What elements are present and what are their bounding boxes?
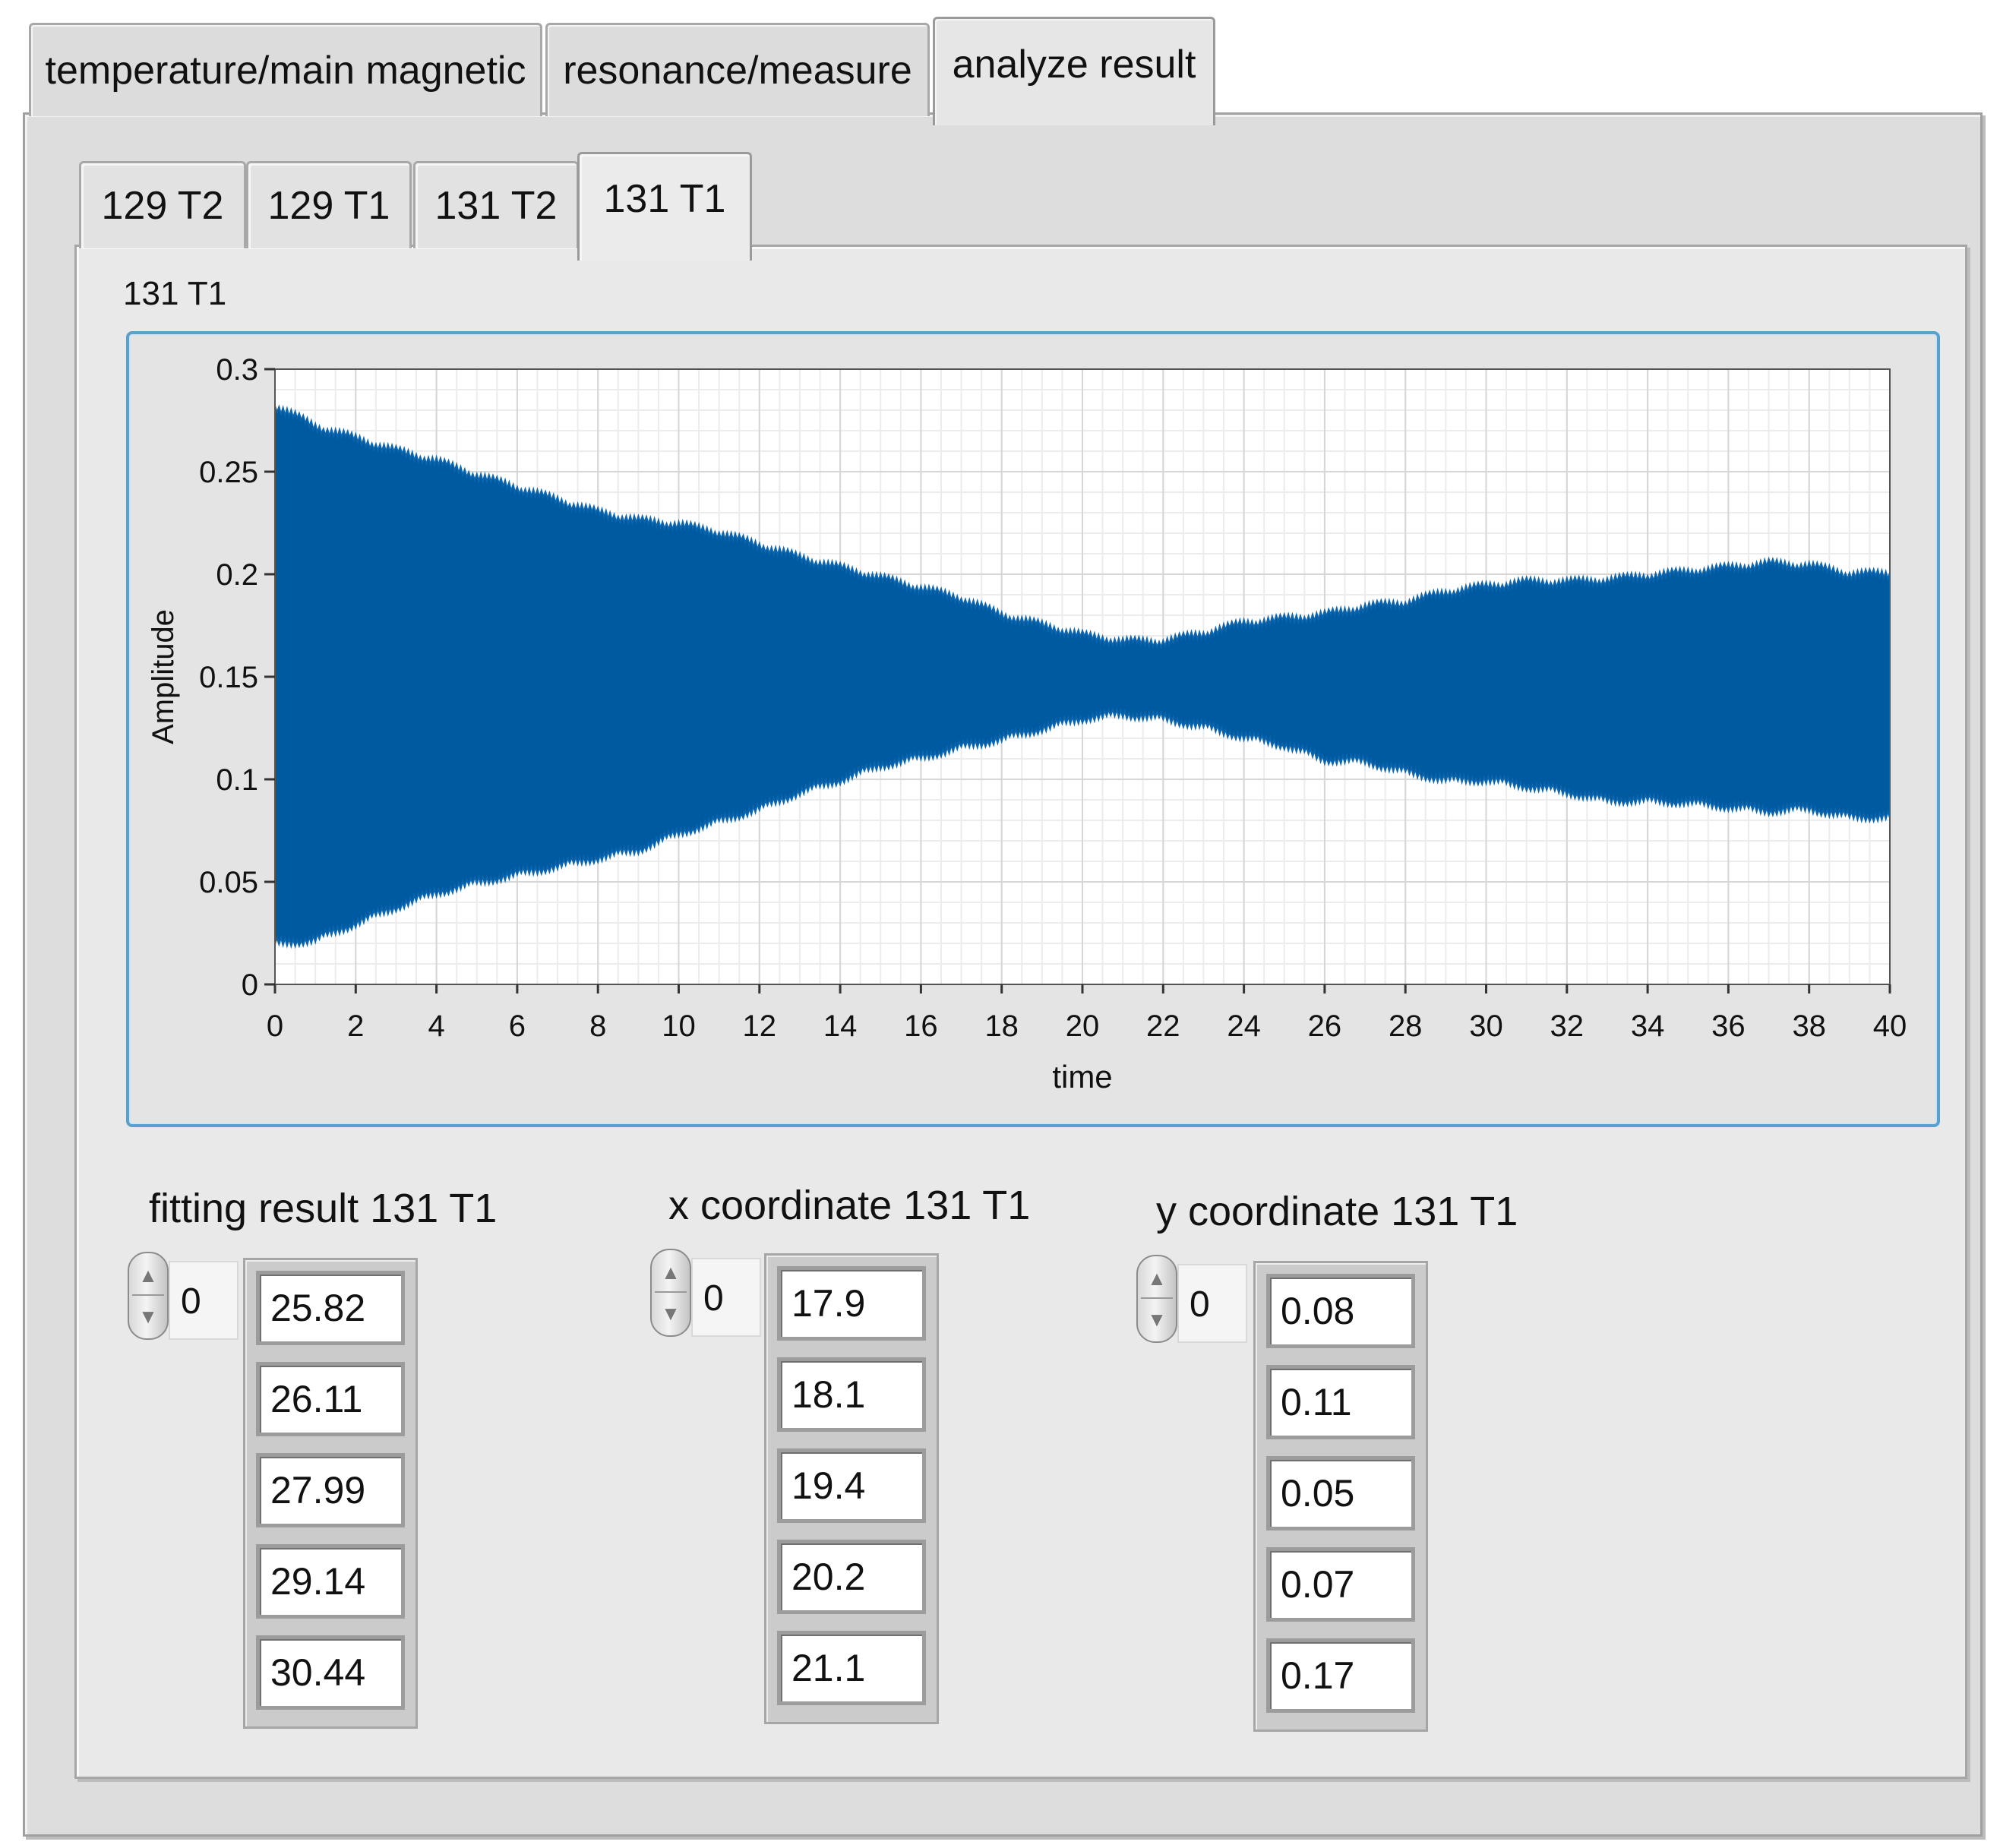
spinner-up-icon[interactable]: ▲ — [1147, 1267, 1167, 1290]
x-tick-label: 22 — [1146, 1009, 1180, 1043]
x-tick-label: 32 — [1550, 1009, 1585, 1043]
fitting-result-index-spinner[interactable]: ▲ ▼ — [128, 1252, 169, 1340]
spinner-down-icon[interactable]: ▼ — [661, 1302, 681, 1325]
x-tick-label: 4 — [428, 1009, 444, 1043]
x-tick-label: 8 — [589, 1009, 606, 1043]
x-tick-label: 30 — [1469, 1009, 1503, 1043]
tab-131-t1[interactable]: 131 T1 — [577, 152, 752, 261]
tab-resonance-measure[interactable]: resonance/measure — [545, 23, 930, 116]
x-tick-label: 12 — [743, 1009, 777, 1043]
spinner-down-icon[interactable]: ▼ — [138, 1305, 158, 1328]
tab-131-t2[interactable]: 131 T2 — [413, 161, 579, 248]
x-tick-label: 18 — [984, 1009, 1019, 1043]
graph-label: 131 T1 — [123, 275, 227, 312]
fitting-result-label: fitting result 131 T1 — [149, 1186, 498, 1231]
x-axis-label: time — [1052, 1059, 1112, 1095]
x-coordinate-element[interactable]: 19.4 — [777, 1448, 926, 1523]
x-coordinate-element[interactable]: 21.1 — [777, 1631, 926, 1705]
y-axis-label: Amplitude — [147, 609, 180, 744]
y-coordinate-array: 0.08 0.11 0.05 0.07 0.17 — [1253, 1261, 1428, 1732]
spinner-up-icon[interactable]: ▲ — [661, 1261, 681, 1284]
fitting-result-element[interactable]: 26.11 — [256, 1362, 405, 1436]
y-coordinate-index-field[interactable]: 0 — [1177, 1264, 1247, 1343]
x-coordinate-element[interactable]: 20.2 — [777, 1540, 926, 1614]
fitting-result-element[interactable]: 27.99 — [256, 1453, 405, 1527]
spinner-up-icon[interactable]: ▲ — [138, 1264, 158, 1287]
x-tick-label: 40 — [1873, 1009, 1907, 1043]
x-tick-label: 10 — [662, 1009, 696, 1043]
x-tick-label: 6 — [509, 1009, 526, 1043]
y-coordinate-element[interactable]: 0.07 — [1266, 1547, 1415, 1622]
x-tick-label: 2 — [347, 1009, 364, 1043]
y-tick-label: 0.3 — [216, 353, 258, 387]
y-tick-label: 0.2 — [216, 558, 258, 592]
x-tick-label: 28 — [1389, 1009, 1423, 1043]
y-tick-label: 0 — [242, 968, 258, 1002]
waveform-graph[interactable]: 0 2 4 6 8 10 12 14 16 18 20 22 24 26 28 30 32 34 36 38 40 0 0.… — [126, 331, 1940, 1127]
y-coordinate-element[interactable]: 0.11 — [1266, 1365, 1415, 1439]
x-tick-label: 38 — [1792, 1009, 1826, 1043]
x-coordinate-element[interactable]: 18.1 — [777, 1357, 926, 1432]
fitting-result-element[interactable]: 30.44 — [256, 1635, 405, 1710]
x-tick-label: 36 — [1711, 1009, 1746, 1043]
tab-temperature-main-magnetic[interactable]: temperature/main magnetic — [29, 23, 542, 116]
chart-svg: 0 2 4 6 8 10 12 14 16 18 20 22 24 26 28 30 32 34 36 38 4000.… — [147, 353, 1907, 1095]
y-coordinate-element[interactable]: 0.05 — [1266, 1456, 1415, 1531]
x-tick-label: 26 — [1308, 1009, 1342, 1043]
fitting-result-array: 25.82 26.11 27.99 29.14 30.44 — [243, 1258, 418, 1729]
x-tick-label: 34 — [1631, 1009, 1665, 1043]
tab-analyze-result[interactable]: analyze result — [933, 17, 1215, 125]
x-tick-label: 14 — [823, 1009, 858, 1043]
x-tick-label: 20 — [1066, 1009, 1100, 1043]
tab-129-t2[interactable]: 129 T2 — [79, 161, 246, 248]
y-coordinate-label: y coordinate 131 T1 — [1156, 1189, 1518, 1234]
x-coordinate-array: 17.9 18.1 19.4 20.2 21.1 — [764, 1253, 939, 1724]
y-tick-label: 0.15 — [199, 661, 258, 694]
tab-129-t1[interactable]: 129 T1 — [246, 161, 412, 248]
y-coordinate-element[interactable]: 0.08 — [1266, 1274, 1415, 1348]
y-tick-label: 0.25 — [199, 456, 258, 489]
fitting-result-element[interactable]: 29.14 — [256, 1544, 405, 1619]
y-tick-label: 0.05 — [199, 866, 258, 899]
fitting-result-element[interactable]: 25.82 — [256, 1271, 405, 1345]
spinner-down-icon[interactable]: ▼ — [1147, 1308, 1167, 1331]
x-coordinate-element[interactable]: 17.9 — [777, 1266, 926, 1341]
fitting-result-index-field[interactable]: 0 — [169, 1261, 239, 1340]
y-coordinate-index-spinner[interactable]: ▲ ▼ — [1136, 1255, 1177, 1343]
y-coordinate-element[interactable]: 0.17 — [1266, 1638, 1415, 1713]
x-coordinate-label: x coordinate 131 T1 — [668, 1183, 1031, 1228]
y-tick-label: 0.1 — [216, 763, 258, 797]
x-tick-label: 16 — [904, 1009, 938, 1043]
x-coordinate-index-spinner[interactable]: ▲ ▼ — [650, 1249, 691, 1337]
x-coordinate-index-field[interactable]: 0 — [691, 1258, 761, 1337]
x-tick-label: 24 — [1227, 1009, 1261, 1043]
x-tick-label: 0 — [267, 1009, 283, 1043]
